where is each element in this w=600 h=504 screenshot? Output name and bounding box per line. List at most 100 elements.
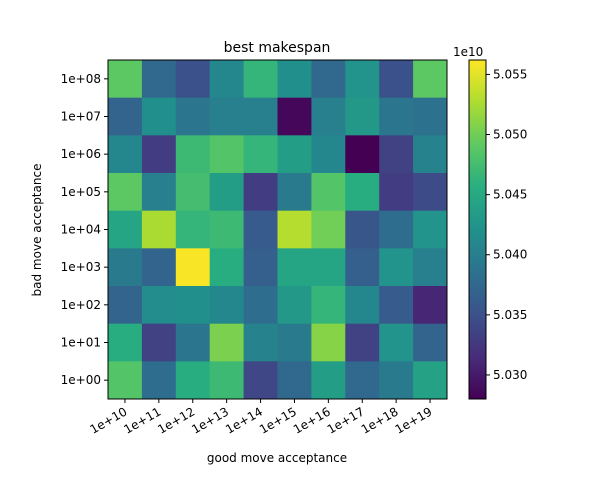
x-tick-label: 1e+14 bbox=[223, 404, 265, 436]
heatmap-cell bbox=[243, 210, 278, 249]
heatmap-cell bbox=[277, 248, 312, 287]
y-tick-label: 1e+02 bbox=[61, 298, 101, 312]
heatmap-cell bbox=[108, 323, 143, 362]
heatmap-cell bbox=[243, 361, 278, 400]
heatmap-cell bbox=[311, 210, 346, 249]
heatmap-cell bbox=[277, 60, 312, 99]
heatmap-cell bbox=[311, 173, 346, 212]
heatmap-cell bbox=[277, 286, 312, 325]
heatmap-cell bbox=[243, 323, 278, 362]
x-tick-label: 1e+12 bbox=[155, 404, 197, 436]
x-tick-label: 1e+15 bbox=[257, 404, 299, 436]
colorbar-tick-label: 5.035 bbox=[493, 308, 527, 322]
x-tick-label: 1e+11 bbox=[121, 404, 163, 436]
heatmap-cell bbox=[379, 248, 414, 287]
heatmap-cell bbox=[209, 97, 244, 136]
heatmap-cell bbox=[175, 210, 211, 249]
heatmap-cell bbox=[141, 135, 177, 174]
heatmap-cell bbox=[379, 97, 414, 136]
heatmap-cell bbox=[141, 323, 177, 362]
heatmap-cell bbox=[108, 173, 143, 212]
heatmap-cell bbox=[413, 60, 448, 99]
colorbar-tick-label: 5.045 bbox=[493, 188, 527, 202]
heatmap-cell bbox=[311, 248, 346, 287]
x-tick-label: 1e+17 bbox=[325, 404, 367, 436]
heatmap-cell bbox=[311, 361, 346, 400]
colorbar bbox=[468, 59, 487, 400]
heatmap-cell bbox=[413, 135, 448, 174]
heatmap-cell bbox=[108, 361, 143, 400]
heatmap-cell bbox=[108, 60, 143, 99]
heatmap-cell bbox=[209, 135, 244, 174]
heatmap-cell bbox=[243, 248, 278, 287]
heatmap-cell bbox=[311, 323, 346, 362]
heatmap-cell bbox=[209, 173, 244, 212]
x-tick-label: 1e+13 bbox=[189, 404, 231, 436]
heatmap-cell bbox=[175, 286, 211, 325]
heatmap-cell bbox=[311, 97, 346, 136]
y-tick-label: 1e+06 bbox=[61, 147, 101, 161]
heatmap-cell bbox=[277, 210, 312, 249]
heatmap-cell bbox=[311, 286, 346, 325]
y-tick-label: 1e+00 bbox=[61, 373, 101, 387]
heatmap-cell bbox=[175, 60, 211, 99]
heatmap-cell bbox=[175, 97, 211, 136]
heatmap-cell bbox=[175, 361, 211, 400]
heatmap-cell bbox=[379, 173, 414, 212]
x-tick-label: 1e+10 bbox=[88, 404, 130, 436]
heatmap-cell bbox=[345, 361, 380, 400]
heatmap-cell bbox=[209, 361, 244, 400]
heatmap-cell bbox=[141, 286, 177, 325]
heatmap-cell bbox=[209, 60, 244, 99]
heatmap-cell bbox=[379, 60, 414, 99]
heatmap-cell bbox=[345, 323, 380, 362]
heatmap-cell bbox=[277, 135, 312, 174]
y-tick-label: 1e+08 bbox=[61, 72, 101, 86]
heatmap-cell bbox=[413, 361, 448, 400]
heatmap-cell bbox=[209, 286, 244, 325]
heatmap-cell bbox=[379, 210, 414, 249]
heatmap-cell bbox=[379, 135, 414, 174]
x-axis-ticks: 1e+101e+111e+121e+131e+141e+151e+161e+17… bbox=[88, 399, 435, 437]
heatmap-cell bbox=[345, 97, 380, 136]
heatmap-cell bbox=[413, 210, 448, 249]
heatmap-cell bbox=[141, 173, 177, 212]
heatmap-cell bbox=[141, 248, 177, 287]
y-axis-ticks: 1e+08 1e+07 1e+06 1e+05 1e+04 1e+03 1e+02 1e+01… bbox=[61, 72, 108, 387]
heatmap-cell bbox=[345, 210, 380, 249]
y-tick-label: 1e+03 bbox=[61, 260, 101, 274]
heatmap-cell bbox=[243, 135, 278, 174]
heatmap-cell bbox=[413, 173, 448, 212]
heatmap-cell bbox=[243, 60, 278, 99]
heatmap-cell bbox=[243, 97, 278, 136]
heatmap-cell bbox=[311, 135, 346, 174]
y-tick-label: 1e+01 bbox=[61, 336, 101, 350]
heatmap-cell bbox=[209, 248, 244, 287]
chart-title: best makespan bbox=[224, 40, 331, 56]
heatmap-cell bbox=[209, 323, 244, 362]
heatmap-cell bbox=[108, 210, 143, 249]
heatmap-cell bbox=[345, 286, 380, 325]
heatmap-cell bbox=[108, 97, 143, 136]
heatmap-cell bbox=[141, 60, 177, 99]
heatmap-cell bbox=[141, 361, 177, 400]
y-tick-label: 1e+05 bbox=[61, 185, 101, 199]
heatmap-cell bbox=[379, 361, 414, 400]
heatmap-cell bbox=[141, 210, 177, 249]
heatmap-cell bbox=[413, 286, 448, 325]
heatmap-cell bbox=[345, 173, 380, 212]
y-tick-label: 1e+07 bbox=[61, 110, 101, 124]
heatmap-cell bbox=[277, 97, 312, 136]
y-tick-label: 1e+04 bbox=[61, 223, 101, 237]
heatmap-cell bbox=[175, 248, 211, 287]
heatmap-cell bbox=[413, 248, 448, 287]
heatmap-cell bbox=[345, 135, 380, 174]
colorbar-tick-label: 5.030 bbox=[493, 368, 527, 382]
heatmap-cell bbox=[243, 173, 278, 212]
heatmap-cells bbox=[108, 60, 448, 400]
colorbar-tick-label: 5.040 bbox=[493, 248, 527, 262]
heatmap-cell bbox=[243, 286, 278, 325]
heatmap-cell bbox=[108, 286, 143, 325]
heatmap-cell bbox=[277, 173, 312, 212]
